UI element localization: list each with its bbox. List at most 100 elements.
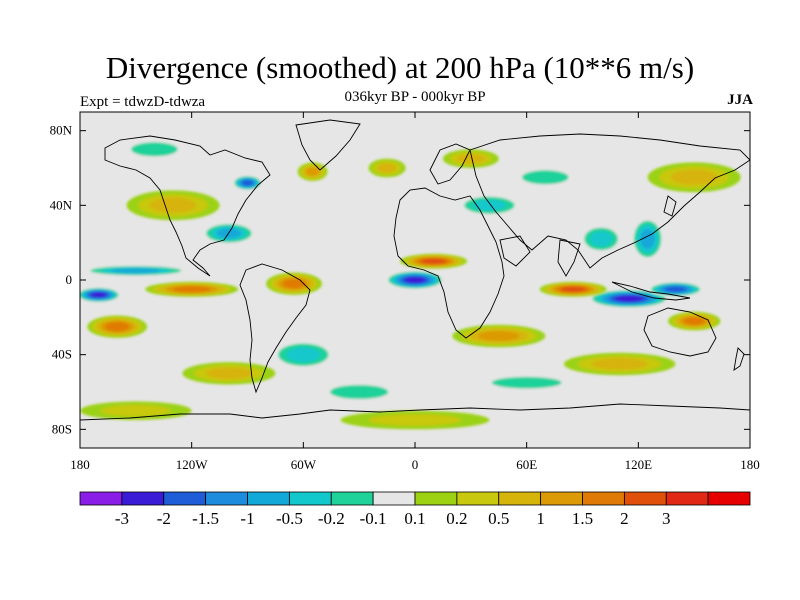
colorbar-swatch xyxy=(372,491,416,506)
field-feature xyxy=(452,324,546,348)
colorbar-label: -0.1 xyxy=(360,509,387,528)
colorbar-swatch xyxy=(121,491,165,506)
colorbar-swatch xyxy=(330,491,374,506)
colorbar-label: -1.5 xyxy=(192,509,219,528)
field-feature xyxy=(269,339,337,370)
contour-fill xyxy=(286,347,321,363)
colorbar-label: 1 xyxy=(536,509,545,528)
field-feature xyxy=(80,287,121,303)
field-feature xyxy=(578,224,624,254)
lat-tick-label: 40N xyxy=(50,197,73,212)
colorbar-label: -2 xyxy=(157,509,171,528)
field-feature xyxy=(232,175,263,191)
contour-fill xyxy=(330,385,389,399)
contour-fill xyxy=(683,317,705,325)
contour-fill xyxy=(614,295,644,303)
field-feature xyxy=(630,216,665,262)
colorbar-swatch xyxy=(582,491,625,506)
field-feature xyxy=(145,281,239,297)
contour-fill xyxy=(205,367,253,379)
lon-tick-label: 120E xyxy=(625,457,653,472)
colorbar-label: 0.2 xyxy=(446,509,467,528)
contour-fill xyxy=(478,331,520,341)
field-feature xyxy=(117,138,192,161)
colorbar-label: 0.1 xyxy=(404,509,425,528)
lon-tick-label: 180 xyxy=(70,457,90,472)
colorbar-swatch xyxy=(247,491,290,506)
lat-tick-label: 0 xyxy=(66,272,73,287)
contour-fill xyxy=(456,154,485,164)
experiment-label: Expt = tdwzD-tdwza xyxy=(80,94,206,110)
contour-fill xyxy=(670,169,718,185)
colorbar-swatch xyxy=(205,491,248,506)
field-feature xyxy=(563,352,676,376)
lat-tick-label: 80N xyxy=(50,123,73,138)
colorbar-swatch xyxy=(414,491,458,506)
contour-fill xyxy=(472,199,507,211)
season-label: JJA xyxy=(727,92,753,108)
field-feature xyxy=(340,410,490,430)
field-feature xyxy=(80,265,192,277)
contour-fill xyxy=(306,167,320,176)
field-feature xyxy=(385,270,445,290)
field-feature xyxy=(312,380,406,404)
contour-fill xyxy=(90,292,107,298)
contour-fill xyxy=(491,376,562,389)
contour-fill xyxy=(591,358,648,370)
contour-fill xyxy=(149,197,197,213)
field-feature xyxy=(266,272,322,295)
map-axes: 180 120W 60W 0 60E 120E 180 80N 40N 0 40S 80S xyxy=(50,112,760,472)
colorbar-label: 0.5 xyxy=(488,509,509,528)
colorbar-label: 2 xyxy=(620,509,629,528)
field-feature xyxy=(442,149,499,168)
field-feature xyxy=(539,281,607,297)
contour-fill xyxy=(131,142,178,157)
contour-fill xyxy=(241,180,254,186)
field-feature xyxy=(297,162,328,181)
colorbar-label: 3 xyxy=(662,509,671,528)
contour-fill xyxy=(282,279,306,289)
coastlines xyxy=(80,119,750,421)
field-feature xyxy=(508,166,583,189)
colorbar-label: -1 xyxy=(240,509,254,528)
contour-fill xyxy=(105,322,130,332)
field-feature xyxy=(647,281,704,297)
colorbar-swatch xyxy=(707,491,751,506)
contour-fill xyxy=(377,163,397,173)
lat-tick-label: 40S xyxy=(52,347,72,362)
field-feature xyxy=(87,315,147,338)
colorbar-label: -0.5 xyxy=(276,509,303,528)
field-feature xyxy=(400,253,468,269)
lon-tick-label: 120W xyxy=(176,457,209,472)
colorbar-swatch xyxy=(163,491,207,506)
contour-fill xyxy=(404,276,426,284)
contour-fill xyxy=(111,268,161,274)
field-feature xyxy=(368,158,406,178)
contour-fill xyxy=(665,286,687,293)
lon-tick-label: 60E xyxy=(516,457,537,472)
colorbar-swatch xyxy=(79,491,123,506)
lon-tick-label: 0 xyxy=(412,457,419,472)
field-feature xyxy=(182,362,276,385)
contour-fill xyxy=(522,170,569,185)
contour-fill xyxy=(173,286,211,293)
field-feature xyxy=(470,373,583,393)
lon-tick-label: 60W xyxy=(291,457,317,472)
colorbar-swatch xyxy=(498,491,542,506)
colorbar-swatch xyxy=(665,491,709,506)
contour-fill xyxy=(589,231,613,247)
colorbar-label: -3 xyxy=(115,509,129,528)
contour-fill xyxy=(368,414,462,426)
colorbar-label: 1.5 xyxy=(572,509,593,528)
field-feature xyxy=(126,190,220,221)
colorbar: -3 -2 -1.5 -1 -0.5 -0.2 -0.1 0.1 0.2 0.5 1 1.5 2 3 xyxy=(79,491,751,528)
contour-fill xyxy=(560,286,586,293)
contour-fill xyxy=(100,404,171,417)
colorbar-swatch xyxy=(288,491,332,506)
colorbar-swatch xyxy=(456,491,500,506)
field-feature xyxy=(668,311,721,331)
chart-subtitle: 036kyr BP - 000kyr BP xyxy=(344,89,486,105)
colorbar-swatch xyxy=(623,491,667,506)
chart-title: Divergence (smoothed) at 200 hPa (10**6 … xyxy=(105,50,695,85)
